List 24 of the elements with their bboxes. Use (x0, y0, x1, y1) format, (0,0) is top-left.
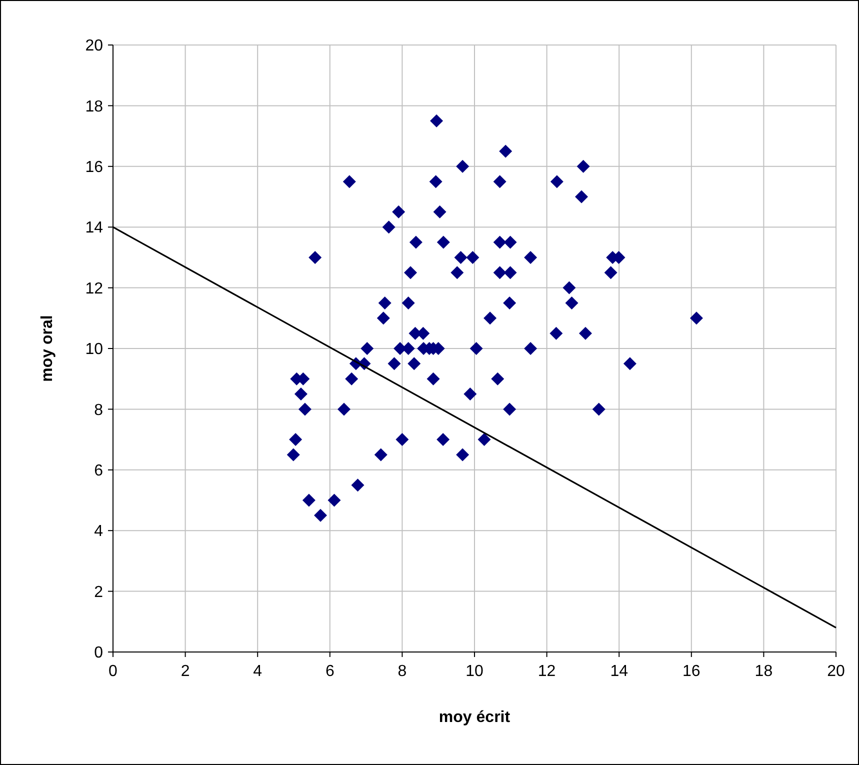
x-tick-label: 2 (180, 663, 190, 680)
y-tick-label: 10 (85, 341, 104, 358)
x-tick-label: 16 (682, 663, 700, 680)
y-tick-label: 12 (85, 280, 104, 298)
x-tick-label: 18 (754, 663, 773, 680)
y-tick-label: 18 (85, 98, 104, 116)
y-tick-label: 0 (94, 644, 104, 662)
x-tick-label: 14 (610, 663, 628, 680)
x-tick-label: 0 (108, 663, 118, 680)
y-tick-label: 8 (94, 402, 104, 419)
x-tick-label: 12 (538, 663, 556, 680)
x-tick-label: 10 (466, 663, 484, 680)
x-tick-label: 20 (827, 663, 845, 680)
x-tick-label: 4 (253, 663, 262, 680)
y-tick-label: 4 (94, 523, 104, 540)
y-tick-label: 6 (94, 462, 104, 480)
y-tick-label: 16 (85, 159, 104, 176)
x-axis-title: moy écrit (438, 709, 511, 726)
y-tick-label: 2 (94, 584, 104, 601)
x-tick-label: 8 (398, 663, 407, 680)
y-tick-label: 14 (85, 220, 104, 237)
y-tick-label: 20 (85, 38, 104, 55)
y-axis-title: moy oral (39, 315, 56, 382)
x-tick-label: 6 (325, 663, 334, 680)
